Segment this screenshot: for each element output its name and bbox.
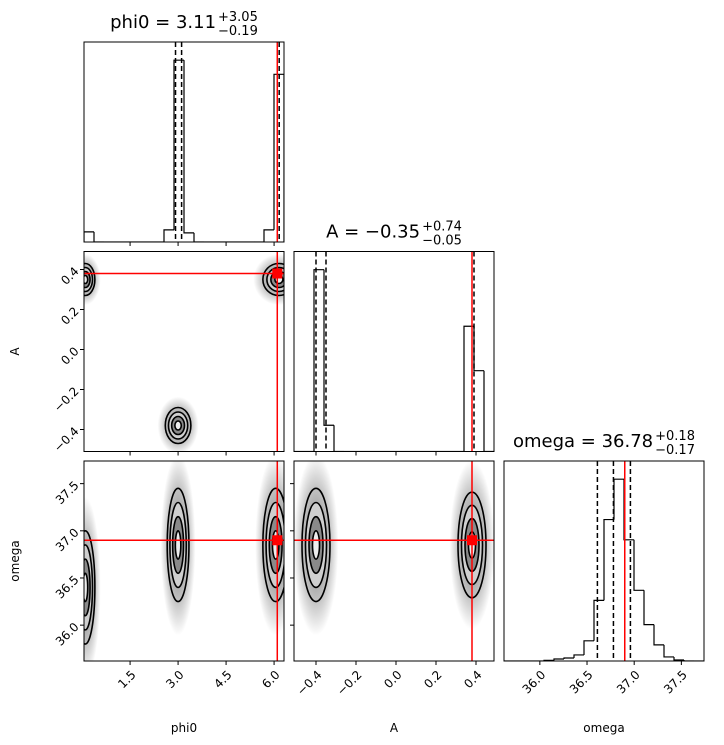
histogram-bin <box>563 657 574 659</box>
y-tick-label: 37.0 <box>53 526 82 555</box>
title-minus: −0.17 <box>655 443 695 458</box>
y-tick-label: 36.0 <box>53 620 82 649</box>
histogram-bin <box>583 640 594 655</box>
density-contour <box>311 530 321 560</box>
panel-frame <box>83 460 285 662</box>
title-main: omega = 36.78 <box>513 431 653 452</box>
y-tick-label: 0.2 <box>58 304 81 327</box>
density-contour <box>174 530 182 560</box>
histogram-bin <box>683 659 694 661</box>
density-contour <box>174 420 183 431</box>
histogram-bin <box>473 326 484 372</box>
x-axis-label: phi0 <box>171 721 197 735</box>
histogram-bin <box>193 232 204 242</box>
x-tick-label: 4.5 <box>211 668 234 691</box>
histogram-bin <box>593 599 604 641</box>
panel-title: A = −0.35 +0.74−0.05 <box>326 220 462 249</box>
panel <box>294 251 494 452</box>
title-minus: −0.05 <box>422 234 462 249</box>
y-tick-label: 36.5 <box>53 573 82 602</box>
histogram-bin <box>673 656 684 661</box>
x-tick-label: 1.5 <box>115 668 138 691</box>
title-main: A = −0.35 <box>326 222 420 243</box>
panel-frame <box>83 41 285 243</box>
y-tick-label: −0.4 <box>51 424 82 455</box>
histogram-bin <box>173 59 184 230</box>
density-contour <box>84 530 96 645</box>
panel-title: phi0 = 3.11 +3.05−0.19 <box>110 10 258 39</box>
x-tick-label: 0.0 <box>381 668 404 691</box>
density-contour <box>84 274 89 285</box>
histogram-bin <box>93 231 104 242</box>
histogram-bin <box>463 325 474 452</box>
x-tick-label: 37.0 <box>614 668 643 697</box>
y-tick-label: 0.4 <box>58 264 81 287</box>
histogram-bin <box>163 229 174 242</box>
y-axis-label: A <box>8 347 22 356</box>
x-axis-label: A <box>390 721 399 735</box>
x-tick-label: 36.5 <box>567 668 596 697</box>
y-tick-label: 0.0 <box>58 344 81 367</box>
x-tick-label: 36.0 <box>520 668 549 697</box>
histogram-bin <box>313 269 324 452</box>
histogram-bin <box>633 539 644 591</box>
truth-marker <box>467 535 477 546</box>
panel-frame <box>293 460 495 662</box>
histogram-bin <box>643 590 654 626</box>
histogram-bin <box>613 478 624 520</box>
density-contour <box>166 487 190 603</box>
density-contour <box>262 487 284 603</box>
histogram-bin <box>623 479 634 541</box>
histogram-bin <box>553 658 564 661</box>
histogram-bin <box>323 269 334 426</box>
panel-frame <box>503 460 705 662</box>
y-tick-label: 37.5 <box>53 478 82 507</box>
x-tick-label: 6.0 <box>259 668 282 691</box>
title-main: phi0 = 3.11 <box>110 12 216 33</box>
y-tick-label: −0.2 <box>51 384 82 415</box>
histogram-bin <box>263 229 274 242</box>
histogram-bin <box>603 518 614 601</box>
panel <box>504 461 704 661</box>
truth-marker <box>272 535 283 546</box>
histogram-bin <box>483 370 494 452</box>
panel <box>84 42 284 242</box>
histogram-bin <box>333 425 344 452</box>
density-contour <box>164 406 192 445</box>
truth-marker <box>272 268 283 279</box>
title-plus: +0.18 <box>655 429 695 444</box>
histogram-bin <box>573 654 584 658</box>
x-tick-label: 0.4 <box>461 668 484 691</box>
histogram-bin <box>183 60 194 234</box>
y-axis-label: omega <box>8 540 22 581</box>
density-contour <box>262 262 284 297</box>
histogram-bin <box>84 231 94 242</box>
title-plus: +0.74 <box>422 220 462 235</box>
histogram-bin <box>653 624 664 646</box>
title-minus: −0.19 <box>218 24 258 39</box>
x-axis-label: omega <box>583 721 624 735</box>
density-contour <box>84 262 96 297</box>
panel <box>84 461 284 661</box>
x-tick-label: 0.2 <box>421 668 444 691</box>
histogram-bin <box>663 644 674 658</box>
panel-title: omega = 36.78 +0.18−0.17 <box>513 429 695 458</box>
panel <box>294 461 494 661</box>
x-tick-label: 37.5 <box>661 668 690 697</box>
density-contour <box>301 487 331 603</box>
density-contour <box>84 572 89 603</box>
x-tick-label: −0.2 <box>334 668 365 699</box>
panel-frame <box>83 251 285 452</box>
panel-frame <box>293 251 495 452</box>
x-tick-label: 3.0 <box>163 668 186 691</box>
panel <box>84 251 284 452</box>
x-tick-label: −0.4 <box>294 668 325 699</box>
title-plus: +3.05 <box>218 10 258 25</box>
